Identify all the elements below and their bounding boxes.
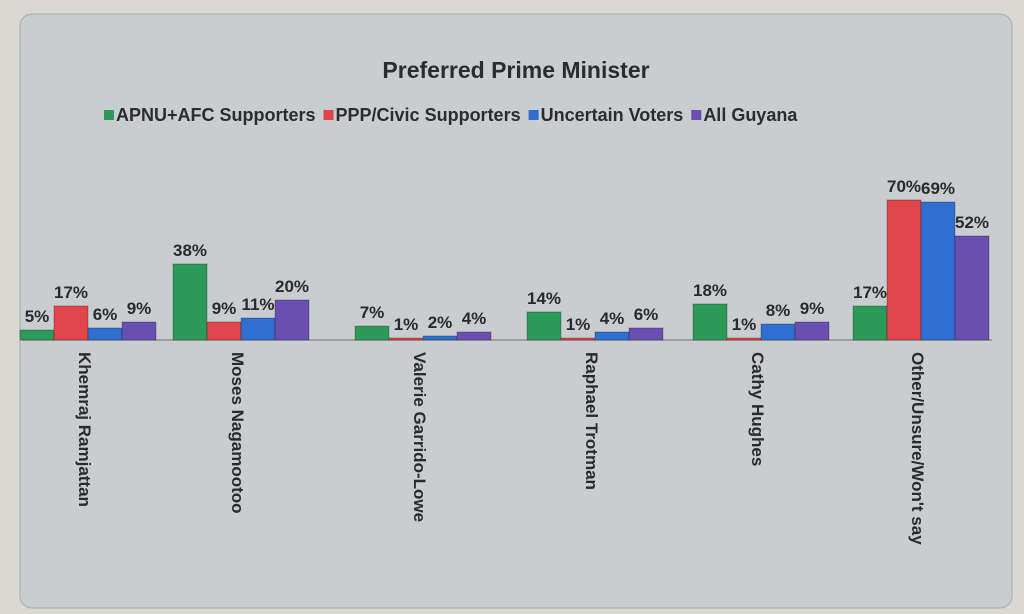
bar-uncertain-voters-moses-nagamootoo (240, 317, 276, 341)
legend-label-all-guyana: All Guyana (703, 105, 798, 125)
category-label-raphael-trotman: Raphael Trotman (582, 352, 601, 490)
legend-swatch-ppp-civic-supporters (323, 110, 334, 120)
legend-swatch-all-guyana (691, 110, 702, 120)
data-label-apnu-afc-supporters-moses-nagamootoo: 38% (173, 241, 207, 260)
data-label-ppp-civic-supporters-valerie-garrido-lowe: 1% (394, 315, 419, 334)
data-label-all-guyana-raphael-trotman: 6% (634, 305, 659, 324)
bar-all-guyana-khemraj-ramjattan (121, 321, 157, 341)
data-label-ppp-civic-supporters-cathy-hughes: 1% (732, 315, 757, 334)
legend-swatch-apnu-afc-supporters (104, 110, 114, 120)
bar-apnu-afc-supporters-raphael-trotman (526, 311, 562, 341)
chart-title: Preferred Prime Minister (382, 57, 649, 83)
legend-label-ppp-civic-supporters: PPP/Civic Supporters (336, 105, 521, 125)
bar-ppp-civic-supporters-cathy-hughes (726, 337, 762, 341)
bar-all-guyana-moses-nagamootoo (274, 299, 310, 341)
bar-all-guyana-other-unsure-won-t-say (954, 235, 990, 341)
data-labels-group: 5%17%6% 9%38%9% 11%20%7%1% 2% 4%14%1% 4% 6%18%… (25, 177, 989, 334)
chart-panel (19, 13, 1013, 609)
bar-ppp-civic-supporters-moses-nagamootoo (206, 321, 242, 341)
bar-all-guyana-valerie-garrido-lowe (456, 331, 492, 341)
data-label-uncertain-voters-moses-nagamootoo: 11% (241, 295, 274, 314)
data-label-apnu-afc-supporters-other-unsure-won-t-say: 17% (853, 283, 887, 302)
data-label-uncertain-voters-khemraj-ramjattan: 6% (93, 305, 118, 324)
bar-apnu-afc-supporters-khemraj-ramjattan (19, 329, 55, 341)
bar-uncertain-voters-khemraj-ramjattan (87, 327, 123, 341)
data-label-uncertain-voters-cathy-hughes: 8% (766, 301, 791, 320)
data-label-all-guyana-valerie-garrido-lowe: 4% (462, 309, 487, 328)
data-label-uncertain-voters-other-unsure-won-t-say: 69% (921, 179, 955, 198)
bar-ppp-civic-supporters-khemraj-ramjattan (53, 305, 89, 341)
bar-uncertain-voters-other-unsure-won-t-say (920, 201, 956, 341)
category-label-moses-nagamootoo: Moses Nagamootoo (228, 352, 247, 514)
data-label-apnu-afc-supporters-valerie-garrido-lowe: 7% (360, 303, 385, 322)
bar-ppp-civic-supporters-valerie-garrido-lowe (388, 337, 424, 341)
category-label-cathy-hughes: Cathy Hughes (748, 352, 767, 466)
bars-group (19, 199, 990, 341)
bar-all-guyana-cathy-hughes (794, 321, 830, 341)
bar-uncertain-voters-valerie-garrido-lowe (422, 335, 458, 341)
legend-label-uncertain-voters: Uncertain Voters (541, 105, 684, 125)
bar-apnu-afc-supporters-other-unsure-won-t-say (852, 305, 888, 341)
category-label-valerie-garrido-lowe: Valerie Garrido-Lowe (410, 352, 429, 522)
data-label-apnu-afc-supporters-khemraj-ramjattan: 5% (25, 307, 50, 326)
data-label-all-guyana-khemraj-ramjattan: 9% (127, 299, 152, 318)
bar-apnu-afc-supporters-moses-nagamootoo (172, 263, 208, 341)
category-labels-group: Khemraj Ramjattan Moses Nagamootoo Valerie… (75, 352, 927, 545)
data-label-uncertain-voters-raphael-trotman: 4% (600, 309, 625, 328)
data-label-apnu-afc-supporters-cathy-hughes: 18% (693, 281, 727, 300)
legend-swatch-uncertain-voters (528, 110, 539, 120)
legend-label-apnu-afc-supporters: APNU+AFC Supporters (116, 105, 316, 125)
data-label-all-guyana-moses-nagamootoo: 20% (275, 277, 309, 296)
bar-all-guyana-raphael-trotman (628, 327, 664, 341)
category-label-khemraj-ramjattan: Khemraj Ramjattan (75, 352, 94, 507)
data-label-all-guyana-cathy-hughes: 9% (800, 299, 825, 318)
data-label-apnu-afc-supporters-raphael-trotman: 14% (527, 289, 561, 308)
bar-apnu-afc-supporters-cathy-hughes (692, 303, 728, 341)
bar-apnu-afc-supporters-valerie-garrido-lowe (354, 325, 390, 341)
legend: APNU+AFC Supporters PPP/Civic Supporters U… (104, 105, 798, 125)
bar-ppp-civic-supporters-other-unsure-won-t-say (886, 199, 922, 341)
data-label-all-guyana-other-unsure-won-t-say: 52% (955, 213, 989, 232)
data-label-ppp-civic-supporters-moses-nagamootoo: 9% (212, 299, 237, 318)
data-label-ppp-civic-supporters-khemraj-ramjattan: 17% (54, 283, 88, 302)
bar-uncertain-voters-cathy-hughes (760, 323, 796, 341)
bar-uncertain-voters-raphael-trotman (594, 331, 630, 341)
data-label-uncertain-voters-valerie-garrido-lowe: 2% (428, 313, 453, 332)
category-label-other-unsure-won-t-say: Other/Unsure/Won't say (908, 352, 927, 545)
data-label-ppp-civic-supporters-raphael-trotman: 1% (566, 315, 591, 334)
data-label-ppp-civic-supporters-other-unsure-won-t-say: 70% (887, 177, 921, 196)
bar-ppp-civic-supporters-raphael-trotman (560, 337, 596, 341)
